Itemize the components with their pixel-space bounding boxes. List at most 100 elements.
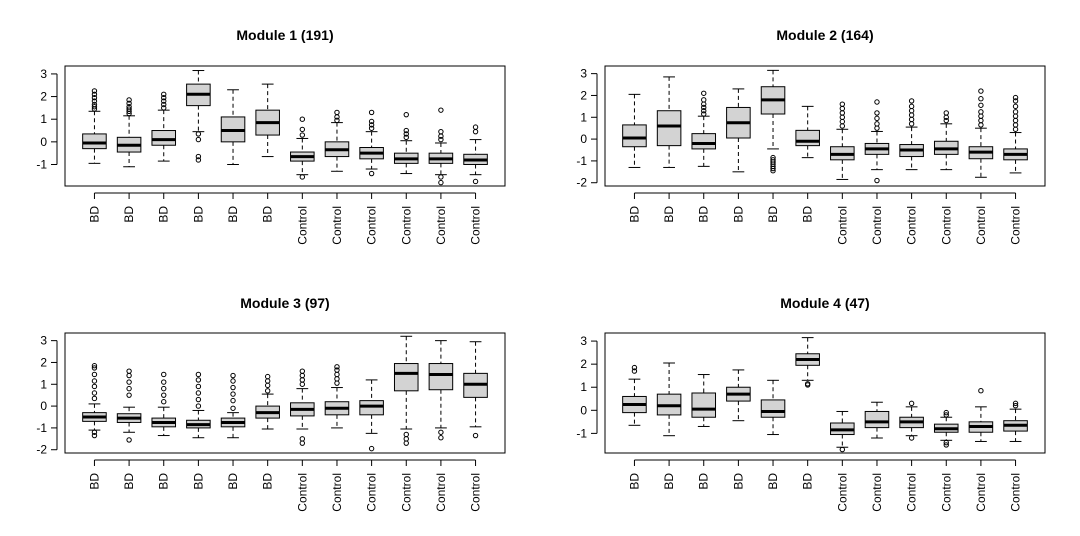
box-9 (899, 400, 924, 441)
outlier-point (91, 365, 98, 371)
x-tick-label: BD (801, 473, 815, 490)
y-tick-label: -2 (36, 443, 47, 457)
outlier-point (126, 385, 132, 392)
outlier-point (91, 101, 98, 108)
box-1 (82, 88, 107, 164)
interquartile-box (622, 124, 647, 148)
box-7 (290, 116, 315, 180)
x-tick-label: BD (766, 473, 780, 490)
outlier-point (91, 390, 98, 396)
x-tick-label: BD (191, 473, 205, 490)
outlier-point (368, 109, 375, 116)
y-tick-label: 2 (580, 357, 587, 371)
outlier-point (874, 177, 880, 184)
boxplot-panel-4: Module 4 (47) -1 0 1 2 3 BD BD BD BD BD BD Control Co… (576, 295, 1046, 512)
outlier-point (943, 110, 949, 116)
outlier-point (299, 174, 306, 180)
y-tick-label: 1 (40, 112, 47, 126)
outlier-point (161, 399, 167, 405)
outlier-point (701, 97, 707, 103)
x-tick-label: BD (697, 206, 711, 223)
outlier-point (126, 368, 132, 374)
x-tick-label: Control (295, 473, 309, 512)
outlier-point (334, 109, 340, 116)
outlier-point (403, 131, 409, 137)
outlier-point (978, 387, 984, 394)
outlier-point (195, 383, 202, 390)
outlier-point (908, 435, 915, 441)
box-2 (656, 362, 682, 437)
outlier-point (839, 101, 846, 107)
outlier-point (91, 98, 98, 104)
box-3 (691, 374, 717, 427)
outlier-point (631, 368, 638, 374)
outlier-point (770, 168, 776, 174)
outlier-point (126, 379, 132, 385)
outlier-point (1012, 109, 1019, 115)
box-5 (220, 372, 246, 439)
box-3 (151, 91, 177, 162)
box-4 (726, 369, 751, 422)
outlier-point (195, 136, 202, 143)
interquartile-box (795, 129, 820, 147)
y-tick-label: 1 (580, 110, 587, 124)
box-6 (255, 83, 280, 158)
outlier-point (299, 368, 306, 374)
outlier-point (161, 392, 167, 398)
outlier-point (978, 88, 984, 94)
outlier-point (874, 99, 880, 105)
outlier-point (91, 91, 98, 98)
outlier-point (91, 395, 98, 402)
y-tick-label: 3 (580, 334, 587, 348)
x-tick-label: Control (1009, 206, 1023, 245)
outlier-point (943, 439, 949, 446)
boxplot-panel-2: Module 2 (164) -2 -1 0 1 2 3 BD BD BD BD BD BD Contro… (576, 27, 1046, 245)
outlier-point (438, 107, 444, 113)
x-tick-label: Control (870, 473, 884, 512)
outlier-point (438, 429, 444, 435)
outlier-point (943, 442, 949, 448)
outlier-point (368, 118, 375, 125)
outlier-point (161, 105, 167, 111)
box-10 (393, 335, 419, 446)
x-tick-label: Control (330, 206, 344, 245)
outlier-point (701, 111, 707, 117)
y-tick-label: -1 (36, 157, 47, 171)
panel-title: Module 4 (47) (780, 295, 869, 311)
box-5 (220, 89, 246, 165)
x-tick-label: Control (939, 206, 953, 245)
y-tick-label: 3 (40, 334, 47, 348)
outlier-point (161, 379, 167, 385)
interquartile-box (691, 133, 717, 150)
x-tick-label: Control (835, 206, 849, 245)
interquartile-box (691, 392, 717, 418)
x-tick-label: BD (697, 473, 711, 490)
outlier-point (1012, 98, 1019, 104)
interquartile-box (864, 410, 890, 429)
outlier-point (195, 131, 202, 137)
box-3 (151, 371, 177, 437)
outlier-point (161, 385, 167, 392)
box-7 (830, 410, 855, 453)
y-tick-label: -1 (576, 154, 587, 168)
plot-frame (604, 332, 1046, 454)
outlier-point (908, 400, 915, 407)
x-tick-label: Control (870, 206, 884, 245)
outlier-point (334, 117, 340, 124)
plot-frame (604, 65, 1046, 187)
y-tick-label: 2 (580, 88, 587, 102)
outlier-point (161, 91, 167, 98)
y-tick-label: 0 (40, 135, 47, 149)
y-tick-label: 0 (40, 399, 47, 413)
box-8 (864, 99, 890, 184)
outlier-point (230, 384, 236, 391)
outlier-point (195, 390, 202, 396)
outlier-point (368, 170, 375, 177)
box-7 (830, 101, 855, 180)
box-9 (359, 109, 384, 177)
box-5 (760, 69, 786, 174)
outlier-point (299, 126, 306, 133)
outlier-point (91, 363, 98, 369)
outlier-point (438, 435, 444, 441)
